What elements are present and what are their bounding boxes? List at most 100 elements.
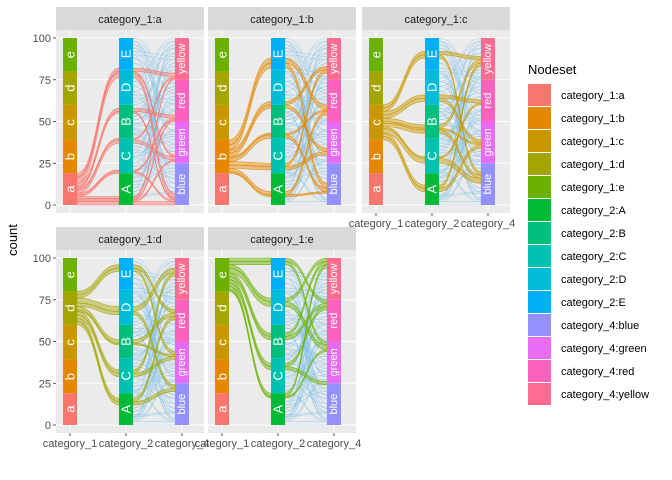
stratum-b: [63, 139, 77, 174]
legend-item: category_1:a: [528, 84, 625, 106]
flow-ribbon: [132, 201, 176, 206]
stratum-label: blue: [176, 174, 188, 195]
stratum-label: D: [425, 83, 440, 92]
strata-category_2: A C B D E: [271, 38, 286, 205]
stratum-label: blue: [328, 174, 340, 195]
stratum-label: b: [63, 153, 78, 160]
stratum-c: [63, 324, 77, 360]
strata-category_4: blue green red yellow: [327, 38, 341, 205]
stratum-label: c: [215, 339, 230, 346]
legend-swatch: [528, 222, 551, 244]
stratum-D: [425, 69, 439, 105]
legend-item: category_1:c: [528, 130, 624, 152]
stratum-D: [271, 69, 285, 105]
flow-ribbon: [76, 196, 120, 199]
legend-item: category_4:yellow: [528, 383, 649, 405]
facet-strip: [208, 7, 356, 30]
stratum-d: [215, 71, 229, 105]
stratum-d: [369, 71, 383, 105]
stratum-B: [271, 324, 285, 359]
stratum-label: red: [328, 93, 340, 109]
stratum-label: yellow: [176, 264, 188, 295]
legend-item: category_2:B: [528, 222, 626, 244]
legend-swatch: [528, 245, 551, 267]
stratum-label: e: [63, 51, 78, 58]
stratum-label: c: [63, 339, 78, 346]
stratum-yellow: [327, 258, 341, 300]
legend-items: category_1:a category_1:b category_1:ccate…: [528, 84, 649, 405]
strata-category_2: A C B D E: [119, 38, 134, 205]
strata-category_1: a b c d e: [369, 38, 384, 205]
legend-swatch: [528, 176, 551, 198]
facet-strip-label: category_1:d: [98, 234, 162, 246]
stratum-d: [63, 291, 77, 325]
stratum-label: red: [482, 93, 494, 109]
stratum-e: [63, 38, 77, 72]
facet-strip: [56, 7, 204, 30]
strata-category_4: blue green red yellow: [175, 258, 189, 425]
legend-label: category_4:blue: [561, 320, 639, 332]
stratum-yellow: [175, 258, 189, 300]
legend-item: category_4:blue: [528, 314, 639, 336]
strata-category_1: a b c d e: [63, 258, 78, 425]
stratum-E: [119, 38, 133, 70]
legend-label: category_2:E: [561, 297, 626, 309]
stratum-a: [63, 173, 77, 205]
legend-label: category_2:B: [561, 228, 626, 240]
stratum-A: [119, 393, 133, 425]
legend-item: category_2:C: [528, 245, 626, 267]
stratum-label: E: [119, 49, 134, 58]
stratum-blue: [327, 383, 341, 425]
stratum-label: d: [369, 84, 384, 91]
y-tick-label: 50: [39, 117, 51, 129]
stratum-E: [119, 258, 133, 290]
stratum-blue: [481, 163, 495, 205]
stratum-A: [425, 173, 439, 205]
stratum-a: [215, 393, 229, 425]
stratum-b: [63, 359, 77, 394]
stratum-label: B: [425, 117, 440, 126]
legend-item: category_1:b: [528, 107, 625, 129]
stratum-label: C: [425, 151, 440, 160]
stratum-label: a: [63, 405, 78, 413]
legend-label: category_1:b: [561, 113, 625, 125]
stratum-D: [119, 69, 133, 105]
legend-swatch: [528, 84, 551, 106]
legend-item: category_2:D: [528, 268, 626, 290]
stratum-label: yellow: [328, 264, 340, 295]
facet-strip-label: category_1:b: [250, 14, 314, 26]
stratum-a: [63, 393, 77, 425]
stratum-label: B: [119, 117, 134, 126]
stratum-label: D: [119, 83, 134, 92]
legend-swatch: [528, 107, 551, 129]
stratum-c: [215, 104, 229, 140]
strata-category_1: a b c d e: [63, 38, 78, 205]
y-tick-label: 75: [39, 295, 51, 307]
stratum-blue: [175, 163, 189, 205]
stratum-e: [63, 258, 77, 292]
stratum-label: yellow: [176, 44, 188, 75]
stratum-label: yellow: [482, 44, 494, 75]
stratum-label: D: [271, 83, 286, 92]
x-tick-label: category_1: [43, 438, 97, 450]
stratum-label: green: [328, 348, 340, 376]
legend-item: category_4:red: [528, 360, 634, 382]
stratum-label: a: [369, 185, 384, 193]
stratum-label: E: [425, 49, 440, 58]
legend-label: category_2:C: [561, 251, 626, 263]
stratum-a: [215, 173, 229, 205]
stratum-e: [215, 38, 229, 72]
strata-category_4: blue green red yellow: [481, 38, 495, 205]
flow-ribbon: [228, 261, 272, 265]
stratum-green: [175, 121, 189, 164]
stratum-d: [215, 291, 229, 325]
stratum-label: E: [271, 49, 286, 58]
stratum-label: d: [215, 304, 230, 311]
legend-label: category_1:c: [561, 136, 624, 148]
stratum-label: a: [215, 185, 230, 193]
stratum-c: [63, 104, 77, 140]
stratum-label: C: [119, 151, 134, 160]
